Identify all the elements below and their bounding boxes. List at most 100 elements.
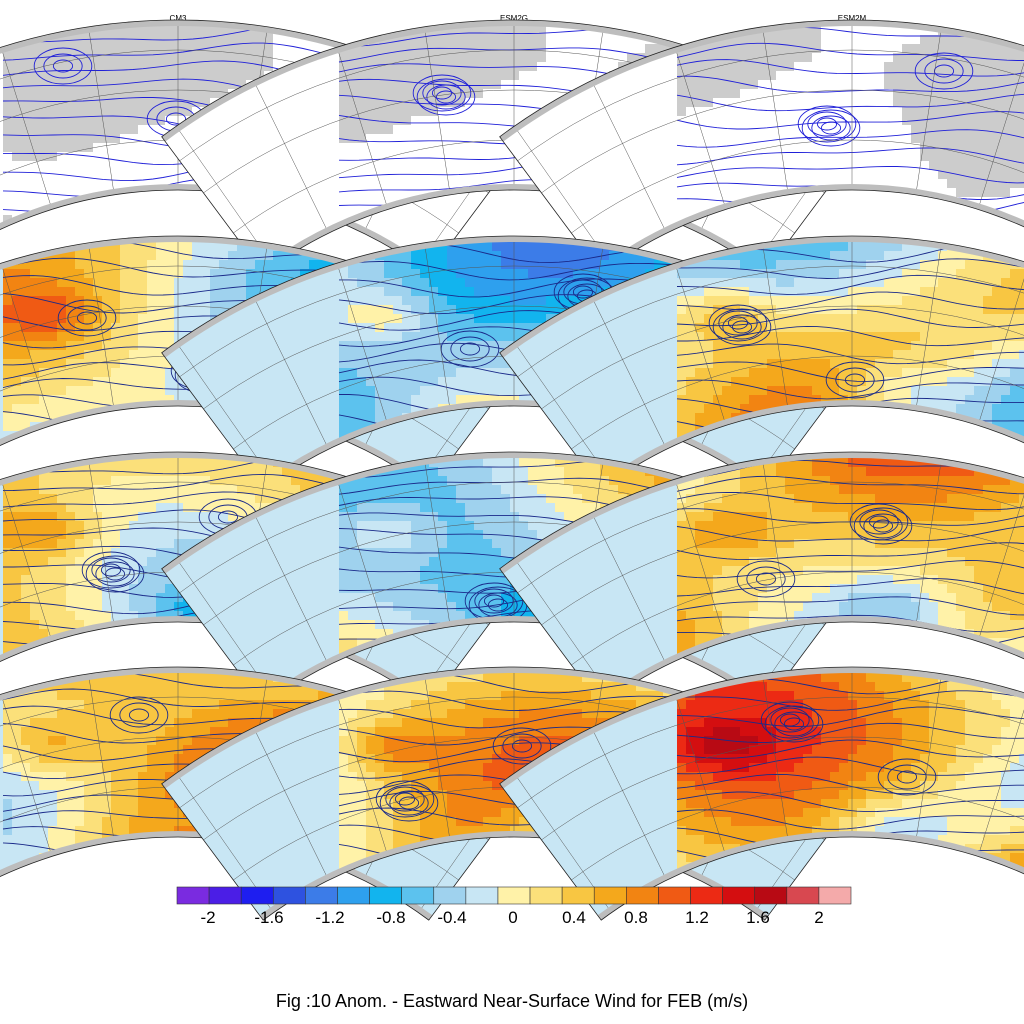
contour-loop bbox=[435, 90, 457, 104]
contour-loop bbox=[811, 115, 851, 141]
meridian-line bbox=[336, 694, 389, 857]
contour-loop bbox=[764, 705, 824, 743]
meridian-line bbox=[762, 458, 789, 627]
contour-loop bbox=[492, 727, 552, 765]
colorbar-swatch bbox=[240, 886, 274, 905]
contour-loop bbox=[52, 59, 74, 73]
contour-loop bbox=[459, 342, 481, 356]
colorbar-swatch bbox=[593, 886, 627, 905]
contour-loop bbox=[755, 572, 777, 586]
parallel-line bbox=[571, 786, 1024, 881]
meridian-line bbox=[977, 47, 1024, 210]
colorbar-tick-label: 2 bbox=[814, 908, 823, 927]
figure-caption: Fig :10 Anom. - Eastward Near-Surface Wi… bbox=[276, 991, 748, 1011]
contour-loop bbox=[770, 707, 810, 733]
contour-loop bbox=[783, 717, 805, 731]
contour-loop bbox=[100, 563, 122, 577]
meridian-line bbox=[0, 694, 53, 857]
contour-loop bbox=[119, 702, 159, 728]
contour-loop bbox=[718, 310, 758, 336]
meridian-line bbox=[977, 479, 1024, 642]
contour-loop bbox=[727, 316, 749, 330]
contour-loop bbox=[924, 58, 964, 84]
parallel-line bbox=[571, 571, 1024, 666]
colorbar-swatch bbox=[208, 886, 242, 905]
meridian-line bbox=[88, 673, 115, 842]
colorbar-swatch bbox=[433, 886, 467, 905]
colorbar-tick-label: 0.4 bbox=[562, 908, 586, 927]
colorbar-swatch bbox=[626, 886, 659, 905]
parallel-line bbox=[541, 736, 1024, 841]
contour-loop bbox=[57, 299, 117, 337]
contour-loop bbox=[872, 519, 894, 533]
colorbar-swatch bbox=[786, 886, 820, 905]
meridian-line bbox=[591, 512, 667, 666]
meridian-line bbox=[0, 479, 53, 642]
contour-loop bbox=[844, 373, 866, 387]
column-title-cm3: CM3 bbox=[170, 14, 187, 23]
contour-loop bbox=[379, 784, 439, 822]
contour-loop bbox=[76, 311, 98, 325]
contour-loop bbox=[416, 78, 476, 116]
parallel-line bbox=[571, 139, 1024, 234]
meridian-line bbox=[915, 673, 942, 842]
meridian-line bbox=[915, 26, 942, 195]
map-frame bbox=[499, 235, 1024, 490]
contour-loop bbox=[797, 105, 857, 143]
column-title-esm2g: ESM2G bbox=[500, 14, 528, 23]
colorbar-tick-label: 0.8 bbox=[624, 908, 648, 927]
contour-loop bbox=[779, 713, 801, 727]
colorbar-swatch bbox=[561, 886, 595, 905]
contour-loop bbox=[820, 121, 842, 135]
colorbar bbox=[176, 886, 852, 905]
meridian-line bbox=[674, 263, 727, 426]
meridian-line bbox=[253, 727, 329, 881]
contour-loop bbox=[853, 507, 913, 545]
contour-loop bbox=[825, 361, 885, 399]
colorbar-swatch bbox=[369, 886, 402, 905]
map-rim bbox=[499, 235, 1024, 358]
meridian-line bbox=[762, 242, 789, 411]
meridian-line bbox=[0, 47, 53, 210]
contour-loop bbox=[731, 320, 753, 334]
contour-loop bbox=[33, 47, 93, 85]
colorbar-swatch bbox=[497, 886, 531, 905]
meridian-line bbox=[977, 694, 1024, 857]
colorbar-tick-label: -0.4 bbox=[437, 908, 466, 927]
map-frame bbox=[499, 19, 1024, 274]
contour-loop bbox=[426, 84, 466, 110]
contour-loop bbox=[450, 336, 490, 362]
colorbar-swatch bbox=[529, 886, 563, 905]
colorbar-tick-label: 1.6 bbox=[746, 908, 770, 927]
colorbar-tick-label: 1.2 bbox=[685, 908, 709, 927]
contour-loop bbox=[835, 367, 875, 393]
colorbar-tick-label: -2 bbox=[200, 908, 215, 927]
colorbar-tick-label: -0.8 bbox=[376, 908, 405, 927]
contour-loop bbox=[801, 109, 861, 147]
contour-loop bbox=[85, 555, 145, 593]
contour-loop bbox=[81, 551, 141, 589]
contour-loop bbox=[746, 566, 786, 592]
colorbar-tick-label: -1.6 bbox=[254, 908, 283, 927]
contour-loop bbox=[398, 796, 420, 810]
parallel-line bbox=[517, 265, 1024, 378]
contour-loop bbox=[807, 111, 847, 137]
meridian-line bbox=[336, 263, 389, 426]
contour-loop bbox=[933, 64, 955, 78]
contour-loop bbox=[863, 513, 903, 539]
meridian-line bbox=[591, 727, 667, 881]
colorbar-swatch bbox=[305, 886, 338, 905]
contour-loop bbox=[91, 557, 131, 583]
colorbar-swatch bbox=[176, 886, 210, 905]
meridian-line bbox=[674, 479, 727, 642]
meridian-line bbox=[424, 242, 451, 411]
colorbar-swatch bbox=[754, 886, 788, 905]
contour-loop bbox=[412, 74, 472, 112]
parallel-line bbox=[541, 521, 1024, 626]
map-frame bbox=[499, 451, 1024, 706]
map-rim bbox=[499, 19, 1024, 142]
contour-loop bbox=[165, 112, 187, 126]
contour-loop bbox=[440, 330, 500, 368]
meridian-line bbox=[88, 242, 115, 411]
contour-loop bbox=[104, 567, 126, 581]
